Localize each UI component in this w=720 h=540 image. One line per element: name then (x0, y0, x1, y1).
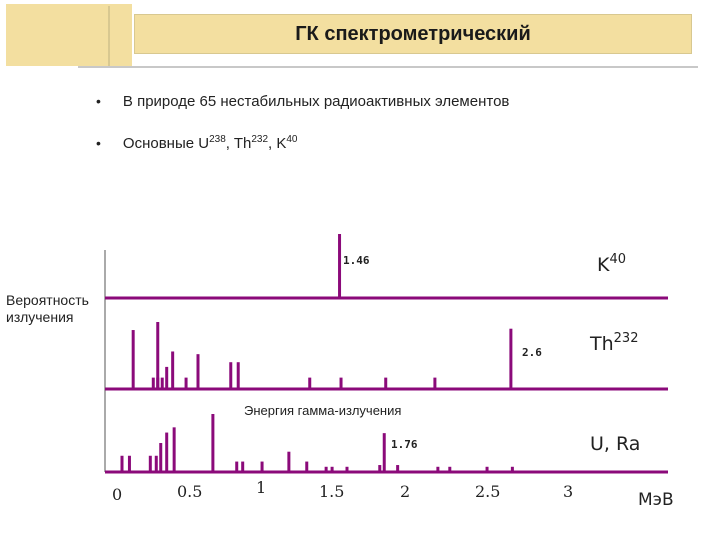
decorative-vertical-line (108, 6, 110, 66)
page-title: ГК спектрометрический (295, 22, 531, 45)
title-banner: ГК спектрометрический (134, 14, 692, 54)
x-tick-label: 1.5 (319, 482, 345, 501)
series-label-k40: K40 (597, 252, 627, 276)
series-label-th232: Th232 (590, 331, 639, 355)
x-tick-label: 2 (400, 482, 411, 501)
x-tick-label: 2.5 (475, 482, 501, 501)
decorative-square (6, 4, 132, 66)
series-label-u-ra: U, Ra (590, 433, 641, 455)
bullet-dot-icon: • (96, 93, 101, 109)
peak-label-u-ra: 1.76 (391, 438, 418, 451)
x-axis-title: Энергия гамма-излучения (244, 403, 402, 418)
bullet-dot-icon: • (96, 135, 101, 151)
x-tick-label: 1 (256, 478, 267, 497)
x-axis-unit: МэВ (638, 490, 674, 510)
bullet-text: В природе 65 нестабильных радиоактивных … (122, 93, 510, 110)
bullet-text: Основные U238, Th232, K40 (122, 134, 298, 152)
peak-label-th232: 2.6 (522, 346, 542, 359)
y-axis-label: Вероятность излучения (6, 292, 89, 325)
peak-label-k40: 1.46 (343, 254, 370, 267)
bullet-item: • Основные U238, Th232, K40 (96, 134, 298, 152)
x-tick-label: 3 (563, 482, 574, 501)
bullet-item: • В природе 65 нестабильных радиоактивны… (96, 93, 509, 110)
x-tick-label: 0 (112, 485, 123, 504)
decorative-horizontal-line (78, 66, 698, 68)
x-tick-label: 0.5 (177, 482, 203, 501)
